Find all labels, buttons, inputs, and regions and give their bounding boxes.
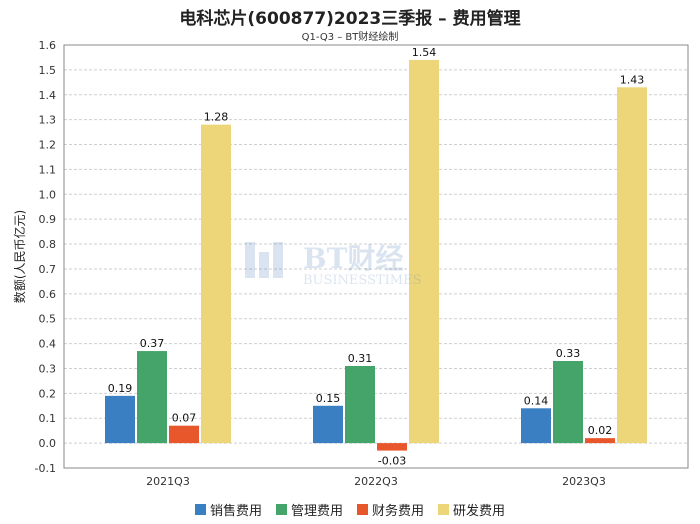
y-tick-label: 0.3	[39, 362, 57, 375]
data-label: -0.03	[378, 455, 406, 468]
data-label: 0.15	[316, 392, 341, 405]
legend-item: 财务费用	[357, 500, 424, 519]
x-tick-label: 2023Q3	[562, 475, 606, 488]
data-label: 0.31	[348, 352, 373, 365]
bar	[553, 361, 583, 444]
bar	[137, 351, 167, 444]
data-label: 1.43	[620, 73, 645, 86]
bars	[105, 59, 647, 451]
legend: 销售费用 管理费用 财务费用 研发费用	[0, 500, 700, 519]
y-tick-label: 0.0	[39, 437, 57, 450]
x-tick-label: 2021Q3	[146, 475, 190, 488]
y-tick-label: 0.1	[39, 412, 57, 425]
bar	[377, 443, 407, 451]
data-label: 0.37	[140, 337, 165, 350]
plot-frame	[63, 44, 689, 469]
bar	[585, 438, 615, 444]
chart-subtitle: Q1-Q3 – BT财经绘制	[301, 32, 399, 43]
y-tick-label: 0.6	[39, 288, 57, 301]
bar	[105, 395, 135, 444]
legend-label: 管理费用	[290, 504, 343, 519]
data-label: 0.07	[172, 412, 197, 425]
y-tick-label: -0.1	[35, 462, 56, 475]
chart-title: 电科芯片(600877)2023三季报 – 费用管理	[179, 9, 521, 29]
bar	[409, 59, 439, 444]
legend-item: 管理费用	[275, 500, 343, 519]
y-tick-label: 0.8	[39, 238, 57, 251]
y-tick-label: 1.3	[39, 114, 57, 127]
legend-label: 财务费用	[372, 504, 425, 519]
legend-swatch	[438, 504, 450, 515]
data-label: 0.02	[588, 424, 613, 437]
data-labels: 0.19 0.37 0.07 1.28 0.15 0.31 -0.03 1.54 0.14 0.3…	[108, 46, 645, 468]
bar-chart: -0.1 0.0 0.1 0.2 0.3 0.4 0.5 0.6 0.7 0.8 0.9 1.0 1.1…	[12, 39, 689, 488]
bar	[169, 425, 199, 444]
y-axis-label: 数额(人民币亿元)	[12, 210, 27, 303]
y-tick-label: 1.6	[39, 39, 57, 52]
data-label: 1.54	[412, 46, 437, 59]
y-tick-label: 1.2	[39, 139, 57, 152]
bar	[345, 365, 375, 444]
x-axis-categories: 2021Q3 2022Q3 2023Q3	[146, 475, 606, 488]
legend-swatch	[194, 504, 206, 515]
bar	[617, 87, 647, 444]
data-label: 0.19	[108, 382, 133, 395]
data-label: 0.33	[556, 347, 581, 360]
data-label: 0.14	[524, 394, 549, 407]
y-tick-label: 0.2	[39, 387, 57, 400]
y-tick-label: 0.4	[39, 338, 57, 351]
y-tick-label: 1.5	[39, 64, 57, 77]
y-tick-label: 1.1	[39, 163, 57, 176]
y-tick-label: 0.9	[39, 213, 57, 226]
legend-label: 研发费用	[453, 504, 506, 519]
legend-item: 销售费用	[194, 500, 262, 519]
legend-item: 研发费用	[438, 500, 505, 519]
bar	[313, 405, 343, 444]
legend-swatch	[275, 504, 287, 515]
y-axis-ticks: -0.1 0.0 0.1 0.2 0.3 0.4 0.5 0.6 0.7 0.8 0.9 1.0 1.1…	[35, 39, 56, 475]
legend-swatch	[357, 504, 368, 515]
data-label: 1.28	[204, 111, 229, 124]
y-tick-label: 0.7	[39, 263, 57, 276]
y-tick-label: 0.5	[39, 313, 57, 326]
y-tick-label: 1.4	[39, 89, 57, 102]
x-tick-label: 2022Q3	[354, 475, 398, 488]
legend-label: 销售费用	[209, 504, 262, 519]
bar	[521, 408, 551, 444]
bar	[201, 124, 231, 444]
y-tick-label: 1.0	[39, 188, 57, 201]
